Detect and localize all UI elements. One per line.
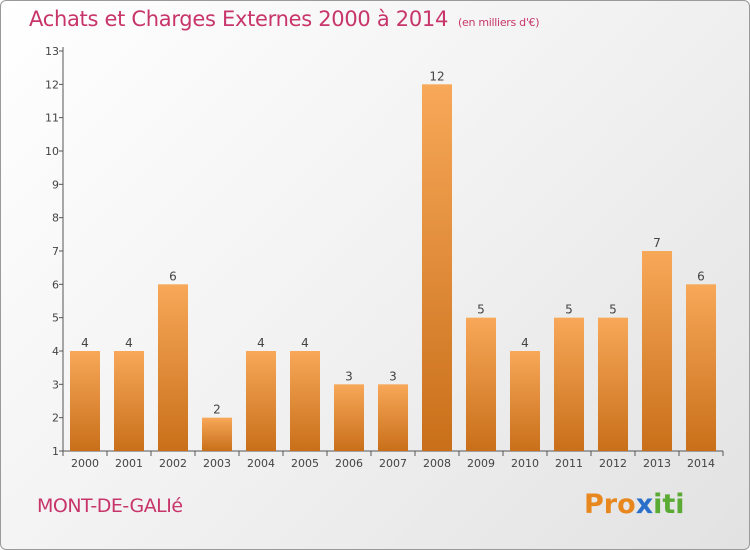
chart-title: Achats et Charges Externes 2000 à 2014 (e… bbox=[29, 7, 540, 31]
data-label: 4 bbox=[125, 336, 133, 350]
data-label: 4 bbox=[521, 336, 529, 350]
y-tick-label: 13 bbox=[45, 45, 59, 58]
location-name: MONT-DE-GALIé bbox=[37, 495, 183, 517]
data-label: 4 bbox=[257, 336, 265, 350]
data-label: 5 bbox=[565, 303, 573, 317]
data-label: 5 bbox=[609, 303, 617, 317]
data-label: 6 bbox=[169, 269, 177, 283]
x-tick-label: 2007 bbox=[379, 457, 407, 470]
bar bbox=[686, 284, 716, 451]
y-tick-label: 2 bbox=[52, 412, 59, 425]
y-tick-label: 11 bbox=[45, 112, 59, 125]
x-tick-label: 2001 bbox=[115, 457, 143, 470]
logo-letter: x bbox=[635, 489, 654, 520]
bars: 4 4 6 2 4 4 3 3 12 5 4 5 5 7 6 bbox=[70, 69, 716, 451]
logo-letter: P bbox=[584, 489, 604, 520]
data-label: 3 bbox=[345, 369, 353, 383]
y-tick-label: 8 bbox=[52, 212, 59, 225]
bar bbox=[290, 351, 320, 451]
x-tick-label: 2013 bbox=[643, 457, 671, 470]
data-label: 2 bbox=[213, 403, 221, 417]
chart-title-text: Achats et Charges Externes 2000 à 2014 bbox=[29, 7, 449, 31]
bar bbox=[466, 317, 496, 451]
bar bbox=[70, 351, 100, 451]
bar bbox=[114, 351, 144, 451]
y-tick-label: 9 bbox=[52, 178, 59, 191]
x-tick-label: 2012 bbox=[599, 457, 627, 470]
y-tick-label: 3 bbox=[52, 378, 59, 391]
y-tick-label: 12 bbox=[45, 78, 59, 91]
y-tick-label: 10 bbox=[45, 145, 59, 158]
data-label: 4 bbox=[301, 336, 309, 350]
x-tick-label: 2005 bbox=[291, 457, 319, 470]
data-label: 7 bbox=[653, 236, 661, 250]
x-tick-label: 2014 bbox=[687, 457, 715, 470]
bar bbox=[642, 251, 672, 451]
logo-letter: t bbox=[662, 489, 676, 520]
data-label: 3 bbox=[389, 369, 397, 383]
bar bbox=[158, 284, 188, 451]
bar bbox=[334, 384, 364, 451]
data-label: 4 bbox=[81, 336, 89, 350]
bar bbox=[554, 317, 584, 451]
bar bbox=[422, 84, 452, 451]
logo-letter: r bbox=[603, 489, 618, 520]
x-tick-label: 2008 bbox=[423, 457, 451, 470]
bar bbox=[246, 351, 276, 451]
y-tick-label: 6 bbox=[52, 278, 59, 291]
bar bbox=[378, 384, 408, 451]
y-tick-label: 1 bbox=[52, 445, 59, 458]
data-label: 5 bbox=[477, 303, 485, 317]
bar bbox=[202, 417, 232, 451]
x-tick-label: 2004 bbox=[247, 457, 275, 470]
y-tick-label: 7 bbox=[52, 245, 59, 258]
y-tick-label: 4 bbox=[52, 345, 59, 358]
x-tick-label: 2006 bbox=[335, 457, 363, 470]
data-label: 12 bbox=[429, 69, 444, 83]
x-tick-label: 2011 bbox=[555, 457, 583, 470]
proxiti-logo: Proxiti bbox=[584, 489, 685, 520]
bar bbox=[598, 317, 628, 451]
bar bbox=[510, 351, 540, 451]
data-label: 6 bbox=[697, 269, 705, 283]
logo-letter: o bbox=[617, 489, 636, 520]
y-tick-label: 5 bbox=[52, 312, 59, 325]
x-tick-label: 2000 bbox=[71, 457, 99, 470]
x-tick-label: 2003 bbox=[203, 457, 231, 470]
logo-letter: i bbox=[675, 489, 685, 520]
x-tick-label: 2002 bbox=[159, 457, 187, 470]
x-tick-label: 2009 bbox=[467, 457, 495, 470]
x-tick-label: 2010 bbox=[511, 457, 539, 470]
logo-letter: i bbox=[653, 489, 663, 520]
chart-unit: (en milliers d'€) bbox=[458, 16, 540, 29]
